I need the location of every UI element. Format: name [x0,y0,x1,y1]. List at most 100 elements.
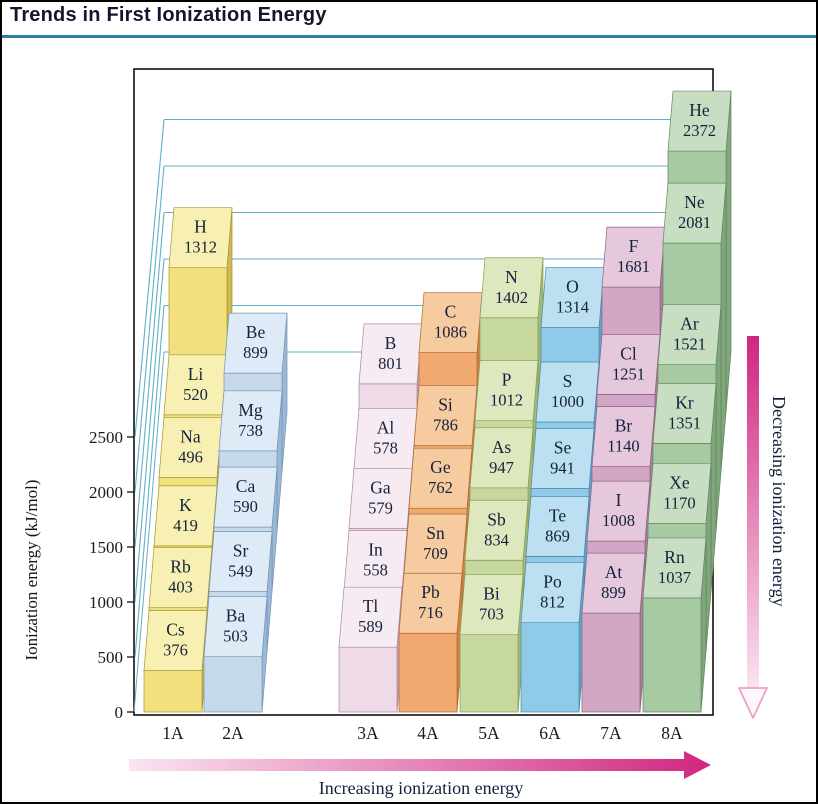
increasing-arrow-label: Increasing ionization energy [318,778,524,798]
element-value-Li: 520 [183,385,208,404]
element-symbol-S: S [563,371,573,391]
element-value-Po: 812 [540,593,565,612]
element-value-Cs: 376 [163,641,188,660]
group-label-8A: 8A [661,723,683,743]
element-value-N: 1402 [495,288,528,307]
element-symbol-K: K [179,495,192,515]
element-value-As: 947 [489,458,514,477]
decreasing-arrow-label: Decreasing ionization energy [769,396,789,607]
bar-top-Bi [459,574,524,636]
bar-top-H [168,207,233,269]
element-value-H: 1312 [184,238,217,257]
element-symbol-Rn: Rn [664,547,685,567]
bar-top-Cl [596,334,661,395]
element-symbol-Rb: Rb [170,557,191,577]
element-value-Ga: 579 [368,498,393,517]
element-value-Rn: 1037 [658,568,691,587]
element-symbol-Se: Se [554,437,572,457]
bar-top-S [535,361,600,423]
element-symbol-Ne: Ne [684,192,705,212]
gridline-slant [134,165,165,493]
bar-top-Mg [218,390,283,452]
element-symbol-Ba: Ba [226,606,246,626]
element-value-Ge: 762 [428,478,453,497]
element-value-Ca: 590 [233,497,258,516]
element-value-Ne: 2081 [678,213,711,232]
element-symbol-O: O [566,276,579,296]
element-value-Mg: 738 [238,421,263,440]
bar-front-Tl [338,646,398,713]
bar-front-Rn [642,597,702,713]
y-tick-label: 2500 [89,428,123,447]
bar-top-Ca [213,466,278,528]
element-symbol-At: At [605,562,623,582]
y-tick-label: 2000 [89,483,123,502]
element-symbol-Li: Li [188,364,204,384]
bar-top-As [469,427,534,489]
y-axis-title: Ionization energy (kJ/mol) [22,479,41,661]
bar-front-Po [520,622,580,713]
bar-top-Br [591,406,656,467]
element-symbol-Cl: Cl [620,343,637,363]
element-value-Sn: 709 [423,544,448,563]
element-symbol-F: F [629,236,639,256]
element-value-I: 1008 [602,511,635,530]
group-label-1A: 1A [162,723,184,743]
bar-top-Rb [148,547,213,609]
bar-front-Pb [398,632,458,713]
bar-front-At [581,612,641,713]
bar-top-Sb [464,499,529,561]
element-symbol-Ca: Ca [236,476,256,496]
element-value-F: 1681 [617,257,650,276]
element-symbol-B: B [385,333,397,353]
element-symbol-Si: Si [438,395,453,415]
element-symbol-Al: Al [377,417,395,437]
group-label-3A: 3A [357,723,379,743]
element-symbol-Ga: Ga [370,477,391,497]
element-value-Be: 899 [243,343,268,362]
y-tick-label: 500 [98,648,124,667]
decreasing-arrow-shaft [747,336,759,690]
bar-top-Tl [338,586,403,648]
bar-front-Bi [459,634,519,713]
element-symbol-Na: Na [180,426,201,446]
group-label-7A: 7A [600,723,622,743]
element-symbol-Br: Br [615,416,633,436]
bar-top-Kr [652,383,717,444]
bar-top-Cs [143,610,208,671]
element-symbol-Ge: Ge [430,457,451,477]
gridline-slant [134,305,165,658]
element-value-C: 1086 [434,323,467,342]
element-value-Br: 1140 [607,437,639,456]
increasing-arrow [129,751,711,779]
element-value-Ba: 503 [223,627,248,646]
group-label-2A: 2A [222,723,244,743]
element-symbol-P: P [502,370,512,390]
element-value-Xe: 1170 [663,493,695,512]
bar-top-I [586,480,651,542]
bar-top-Ba [203,596,268,658]
element-symbol-He: He [689,100,710,120]
bar-top-N [479,257,544,319]
bar-top-Po [520,562,585,624]
element-value-Ar: 1521 [673,335,706,354]
element-symbol-Sn: Sn [426,523,445,543]
element-value-Si: 786 [433,416,458,435]
element-symbol-Pb: Pb [421,582,440,602]
gridline-slant [134,119,165,438]
element-symbol-Ar: Ar [680,314,699,334]
bar-top-Ge [408,447,473,509]
element-symbol-As: As [492,437,512,457]
element-value-Sb: 834 [484,530,509,549]
decreasing-arrow-head [738,687,768,719]
element-value-S: 1000 [551,392,584,411]
element-symbol-H: H [194,217,207,237]
title-rule [2,35,816,38]
element-symbol-Po: Po [543,572,562,592]
element-symbol-Sr: Sr [233,541,249,561]
bar-top-Be [223,312,288,374]
bar-top-Sr [208,531,273,592]
y-tick-label: 1000 [89,593,123,612]
element-value-Te: 869 [545,526,570,545]
